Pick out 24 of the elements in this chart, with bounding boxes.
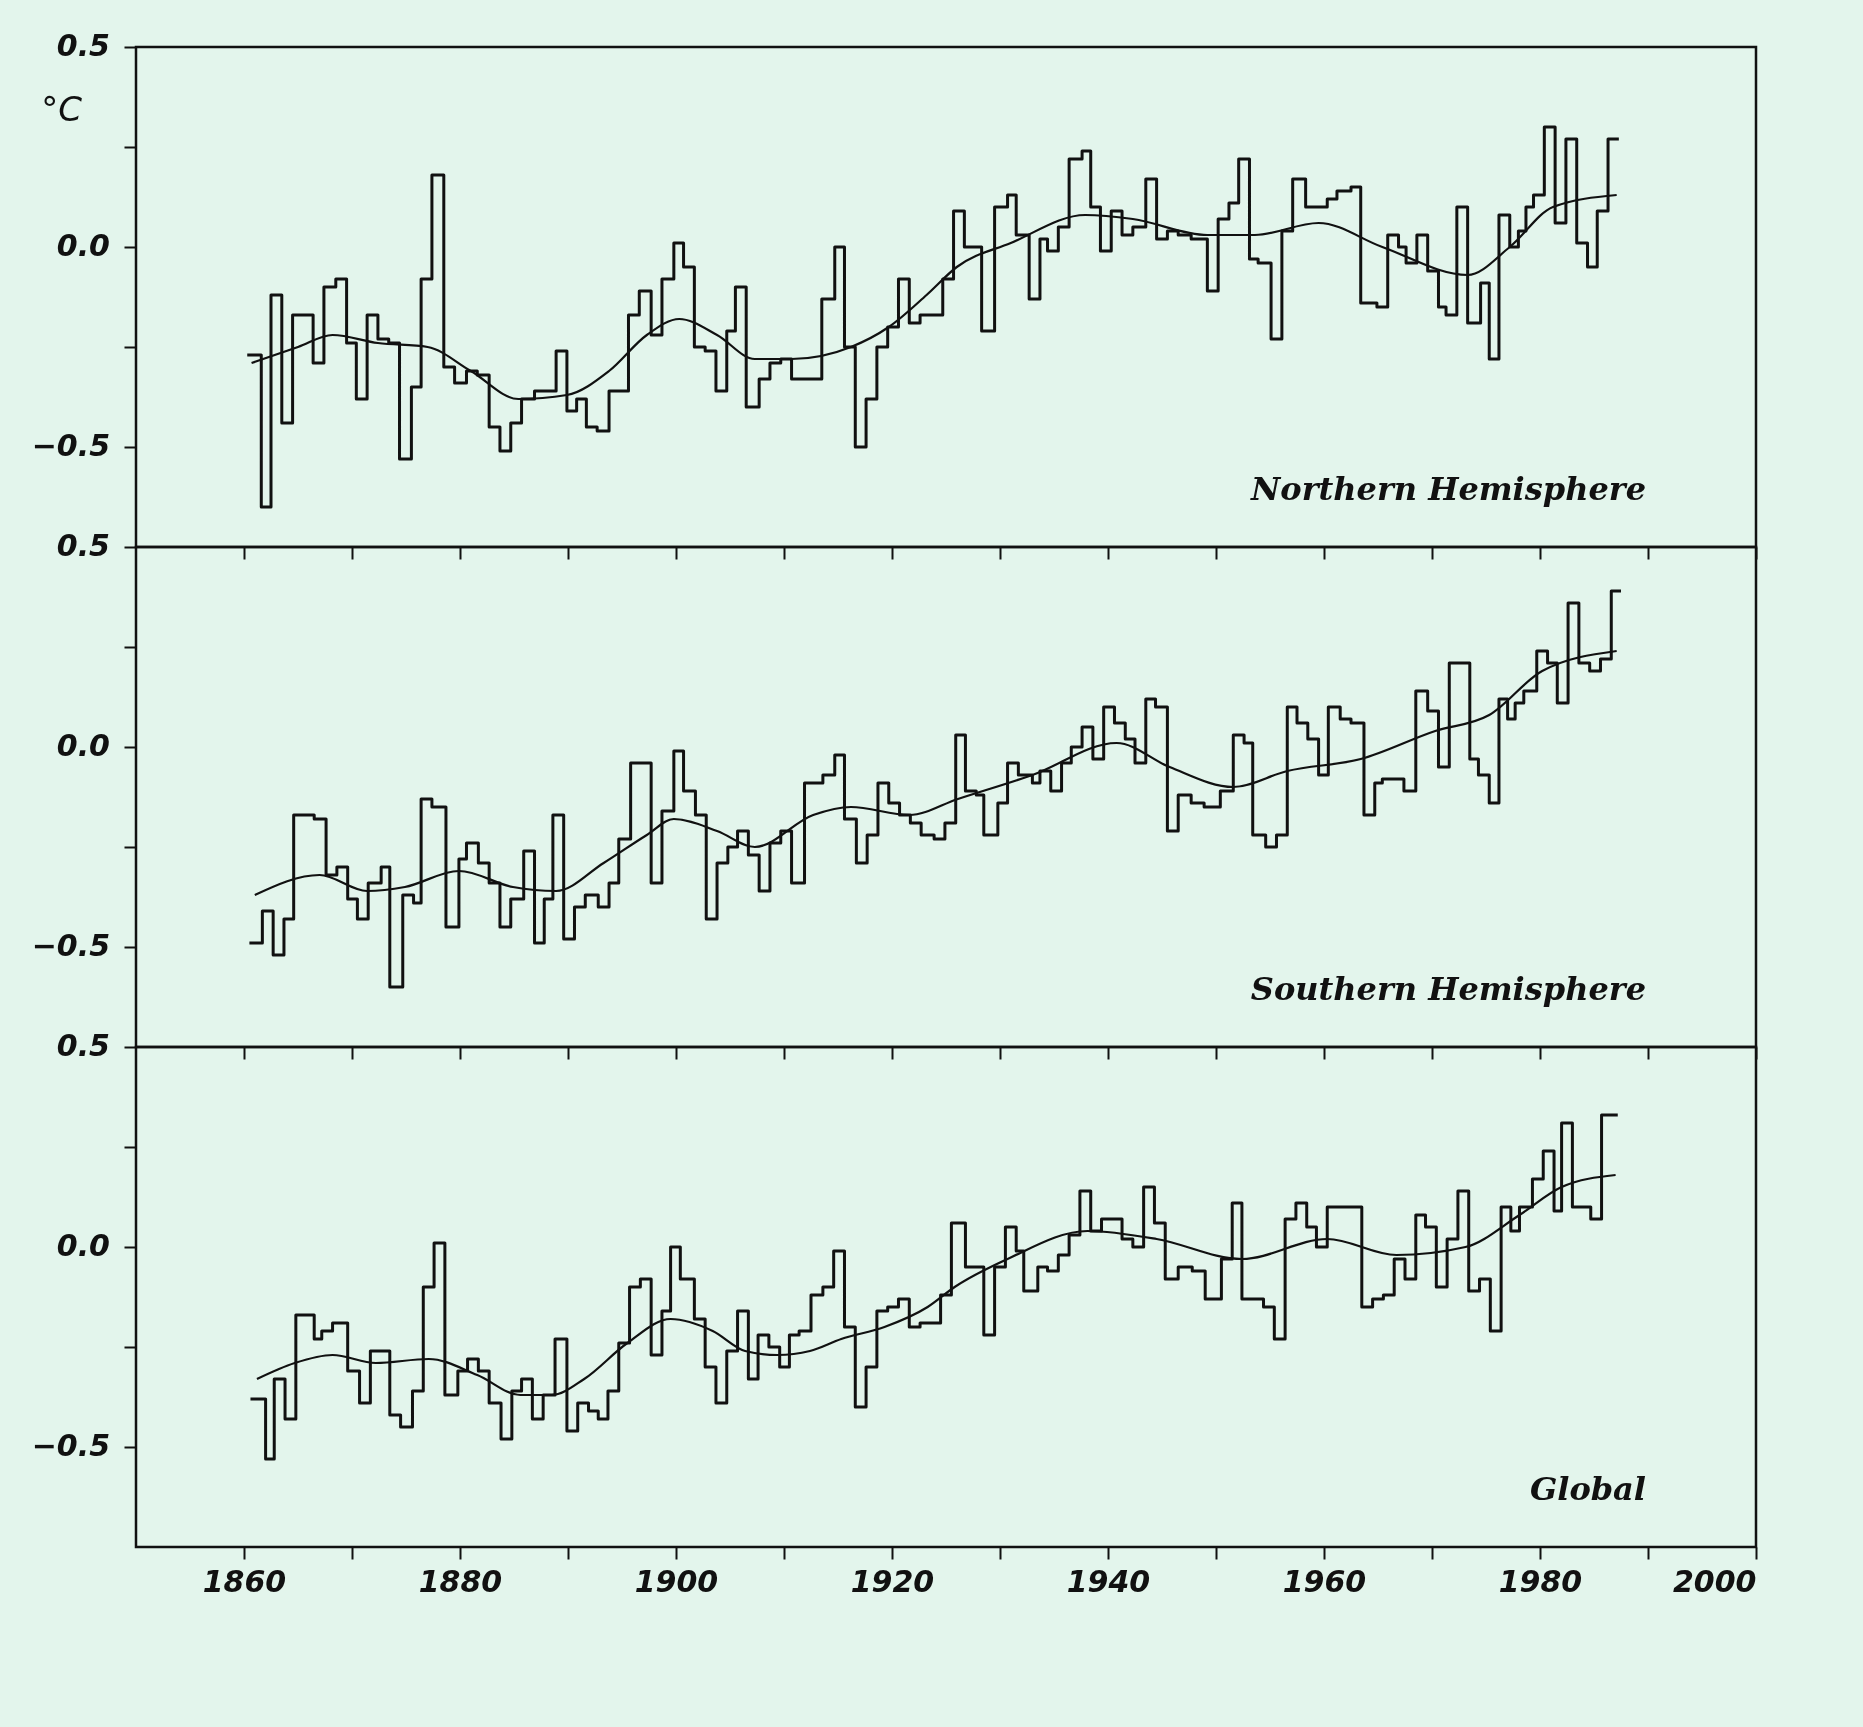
y-axis-title: °C (41, 88, 83, 129)
x-tick-label: 1880 (418, 1563, 503, 1599)
x-tick-label: 2000 (1673, 1563, 1757, 1599)
y-tick-label: 0.0 (56, 1228, 110, 1263)
x-tick-label: 1940 (1066, 1563, 1151, 1599)
y-tick-label: −0.5 (31, 1428, 110, 1463)
y-tick-label: 0.0 (56, 228, 110, 263)
line-series (255, 1173, 1617, 1397)
y-tick-label: −0.5 (31, 428, 110, 463)
annotation: Northern Hemisphere (1250, 470, 1646, 508)
y-tick-label: 0.5 (56, 528, 110, 563)
x-tick-label: 1900 (634, 1563, 719, 1599)
y-tick-label: 0.0 (56, 728, 110, 763)
x-tick-label: 1960 (1282, 1563, 1367, 1599)
y-tick-label: 0.5 (56, 28, 110, 63)
x-tick-label: 1860 (202, 1563, 287, 1599)
annotation: Southern Hemisphere (1250, 970, 1646, 1008)
annotation: Global (1529, 1470, 1646, 1508)
line-series (253, 649, 1618, 897)
y-tick-label: −0.5 (31, 928, 110, 963)
y-tick-label: 0.5 (56, 1028, 110, 1063)
x-tick-label: 1920 (850, 1563, 935, 1599)
line-series (250, 193, 1618, 401)
x-tick-label: 1980 (1498, 1563, 1583, 1599)
